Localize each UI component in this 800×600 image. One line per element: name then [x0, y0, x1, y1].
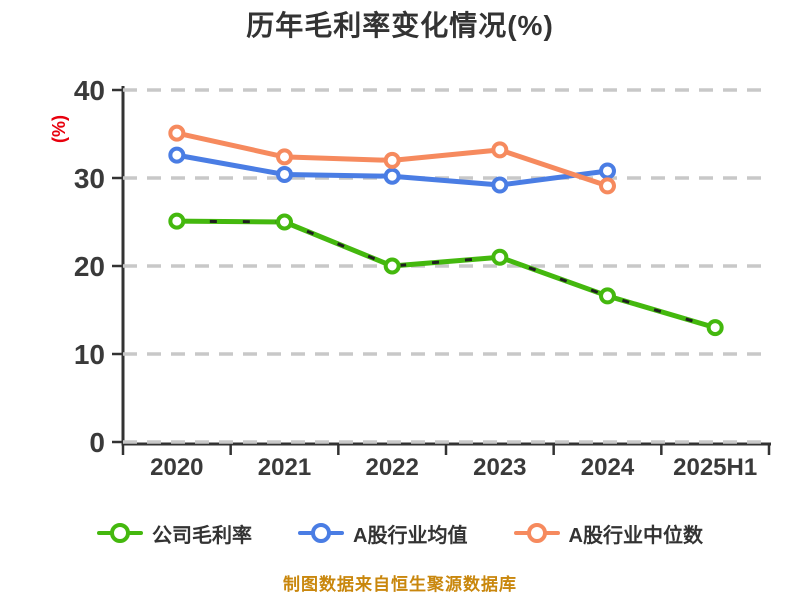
svg-text:30: 30 — [74, 163, 105, 194]
svg-text:2022: 2022 — [365, 454, 418, 481]
legend-item-company-margin[interactable]: 公司毛利率 — [97, 519, 252, 548]
svg-text:2024: 2024 — [581, 454, 635, 481]
svg-text:2021: 2021 — [258, 454, 311, 481]
chart-legend: 公司毛利率 A股行业均值 A股行业中位数 — [0, 514, 800, 552]
svg-text:2020: 2020 — [150, 454, 203, 481]
gross-margin-line-chart[interactable]: 0 10 20 30 40 2020 2021 2022 2023 2024 2025H1 — [0, 0, 800, 505]
chart-title: 历年毛利率变化情况(%) — [246, 10, 554, 41]
legend-label-industry-average: A股行业均值 — [353, 524, 468, 547]
legend-marker-industry-average-icon — [298, 523, 345, 543]
legend-marker-industry-median-icon — [513, 523, 560, 543]
legend-label-industry-median: A股行业中位数 — [568, 524, 703, 547]
legend-marker-company-icon — [97, 523, 144, 543]
svg-text:2023: 2023 — [473, 454, 526, 481]
data-source-note: 制图数据来自恒生聚源数据库 — [283, 575, 517, 594]
svg-text:0: 0 — [89, 427, 105, 458]
svg-text:20: 20 — [74, 251, 105, 282]
legend-item-industry-median[interactable]: A股行业中位数 — [513, 519, 703, 548]
svg-text:40: 40 — [74, 75, 105, 106]
svg-text:2025H1: 2025H1 — [673, 454, 757, 481]
legend-label-company: 公司毛利率 — [152, 524, 253, 547]
svg-text:10: 10 — [74, 339, 105, 370]
legend-item-industry-average[interactable]: A股行业均值 — [298, 519, 468, 548]
